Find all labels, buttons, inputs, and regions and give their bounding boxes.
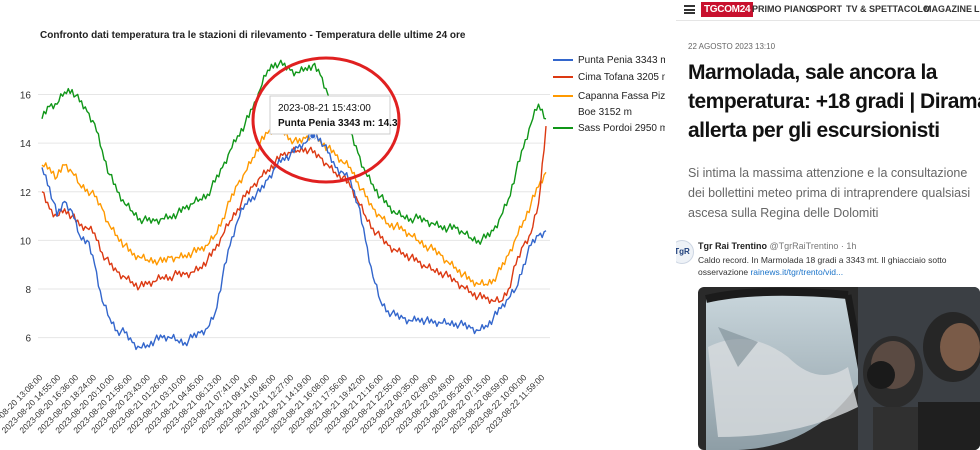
series-line-0: [41, 134, 547, 351]
y-tick-label: 16: [20, 90, 32, 101]
nav-item-sport[interactable]: SPORT: [811, 4, 843, 14]
legend-label-2[interactable]: Capanna Fassa Piz Boe 3152 m: [578, 91, 665, 118]
highlight-circle: [251, 56, 401, 184]
y-tick-label: 6: [25, 334, 31, 345]
chart-title: Confronto dati temperatura tra le stazio…: [40, 30, 466, 41]
nav-item-magazine[interactable]: MAGAZINE: [924, 4, 972, 14]
news-article-panel: TGCOM24 PRIMO PIANO SPORT TV & SPETTACOL…: [676, 0, 980, 450]
legend: Punta Penia 3343 m Cima Tofana 3205 m Capa…: [553, 55, 665, 134]
series-line-2: [41, 124, 547, 287]
tweet-avatar[interactable]: TgR: [676, 240, 694, 264]
y-axis-ticks: 6 8 10 12 14 16: [20, 90, 32, 344]
temperature-chart-panel: Confronto dati temperatura tra le stazio…: [0, 30, 665, 436]
nav-item-more[interactable]: LI: [974, 4, 980, 14]
tweet-video-thumbnail[interactable]: [698, 287, 980, 450]
tweet-handle: @TgrRaiTrentino · 1h: [769, 241, 857, 251]
tweet-author-line: Tgr Rai Trentino @TgrRaiTrentino · 1h: [698, 241, 856, 251]
tooltip-time: 2023-08-21 15:43:00: [278, 103, 371, 114]
site-logo[interactable]: TGCOM24: [701, 2, 754, 17]
tweet-body: Caldo record. In Marmolada 18 gradi a 33…: [698, 255, 947, 277]
tooltip: 2023-08-21 15:43:00 Punta Penia 3343 m: 1…: [251, 56, 401, 184]
article-date: 22 AGOSTO 2023 13:10: [688, 42, 776, 51]
article-subtitle: Si intima la massima attenzione e la con…: [688, 166, 971, 220]
y-tick-label: 10: [20, 236, 32, 247]
grid: [38, 93, 550, 339]
hamburger-menu-icon[interactable]: [684, 5, 695, 14]
legend-label-1[interactable]: Cima Tofana 3205 m: [578, 72, 665, 83]
nav-item-tv-spettacolo[interactable]: TV & SPETTACOLO: [846, 4, 930, 14]
helicopter-cockpit-image: [698, 287, 980, 450]
y-tick-label: 14: [20, 139, 32, 150]
tweet-link[interactable]: rainews.it/tgr/trento/vid...: [750, 267, 844, 277]
nav-item-primo-piano[interactable]: PRIMO PIANO: [752, 4, 813, 14]
y-tick-label: 12: [20, 188, 32, 199]
news-topbar: TGCOM24 PRIMO PIANO SPORT TV & SPETTACOL…: [676, 0, 980, 21]
series-line-1: [41, 126, 547, 304]
series-line-3: [41, 59, 547, 245]
tweet-text: Caldo record. In Marmolada 18 gradi a 33…: [698, 254, 978, 278]
temperature-chart: Confronto dati temperatura tra le stazio…: [0, 30, 665, 435]
tooltip-value: Punta Penia 3343 m: 14.3: [278, 118, 398, 129]
legend-label-0[interactable]: Punta Penia 3343 m: [578, 55, 665, 66]
tweet-author-name[interactable]: Tgr Rai Trentino: [698, 241, 768, 251]
series-lines: [41, 59, 547, 351]
article-title[interactable]: Marmolada, sale ancora la temperatura: +…: [688, 61, 980, 142]
y-tick-label: 8: [25, 285, 31, 296]
legend-label-3[interactable]: Sass Pordoi 2950 m: [578, 123, 665, 134]
tooltip-box: [269, 95, 391, 135]
